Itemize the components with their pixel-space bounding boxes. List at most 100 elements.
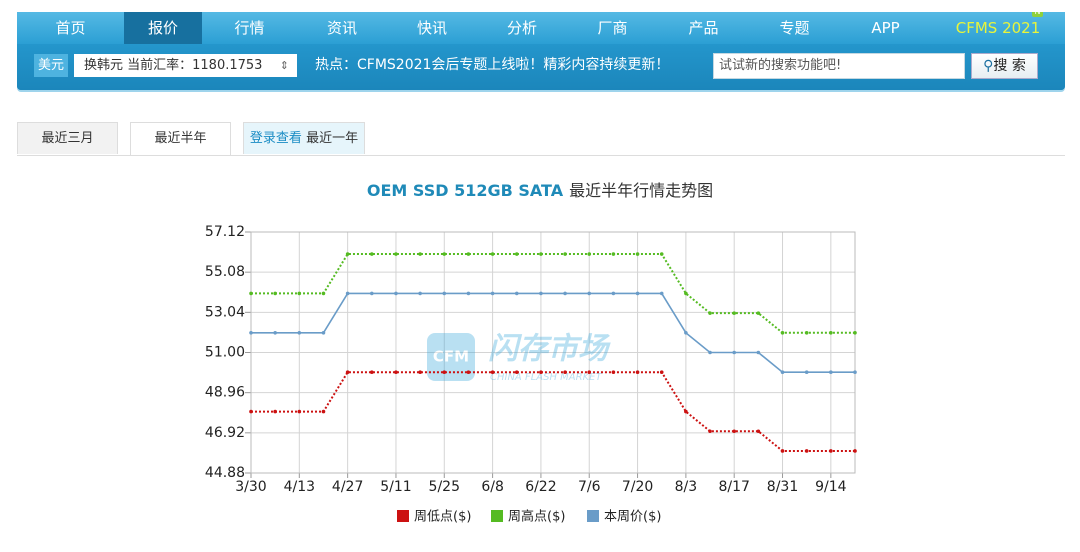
point: [490, 370, 495, 374]
point: [732, 429, 736, 434]
x-tick-label: 6/22: [525, 479, 556, 495]
point: [418, 291, 422, 296]
point: [345, 252, 350, 256]
nav-item[interactable]: 报价: [124, 12, 202, 44]
nav-item[interactable]: 专题: [779, 19, 810, 37]
point: [418, 370, 422, 374]
point: [756, 429, 761, 434]
nav-item[interactable]: 资讯: [326, 19, 357, 37]
point: [611, 291, 616, 296]
point: [587, 370, 592, 374]
point: [804, 370, 809, 374]
watermark: CFM 闪存市场 CHINA FLASH MARKET: [427, 332, 611, 383]
point: [394, 291, 398, 296]
point: [370, 370, 374, 374]
x-tick-label: 5/11: [380, 479, 411, 495]
nav-item[interactable]: 厂商: [597, 19, 628, 37]
point: [321, 291, 326, 296]
point: [611, 252, 616, 256]
series-line: [251, 292, 855, 373]
point: [611, 370, 616, 374]
point: [490, 291, 495, 296]
legend-swatch: [587, 510, 599, 522]
point: [466, 291, 471, 296]
search-button[interactable]: ⚲搜 索: [971, 53, 1038, 79]
point: [563, 291, 567, 296]
point: [635, 252, 640, 256]
nav-item[interactable]: 行情: [234, 19, 265, 37]
login-link[interactable]: 登录查看: [249, 131, 302, 146]
point: [466, 252, 471, 256]
point: [539, 370, 543, 374]
chart-title: OEM SSD 512GB SATA 最近半年行情走势图: [367, 181, 713, 200]
point: [756, 350, 761, 355]
rate-select[interactable]: 换韩元 当前汇率：1180.1753: [74, 54, 297, 77]
y-tick-label: 57.12: [205, 224, 245, 240]
point: [853, 449, 857, 453]
title: OEM SSD 512GB SATA: [367, 181, 564, 200]
point: [829, 331, 833, 335]
subtitle: 最近半年行情走势图: [569, 181, 713, 200]
header: 首页 报价 行情 资讯 快讯 分析 厂商 产品 专题 APP CFMS 2021…: [17, 12, 1065, 90]
tabs: 最近三月 最近半年 登录查看 最近一年: [17, 122, 1065, 156]
nav-item[interactable]: 首页: [55, 19, 86, 37]
point: [442, 370, 447, 374]
series-line: [251, 253, 855, 334]
point: [853, 370, 857, 374]
point: [804, 331, 809, 335]
search-label: 搜 索: [993, 58, 1026, 74]
point: [345, 370, 350, 374]
y-tick-label: 48.96: [205, 385, 245, 401]
point: [708, 429, 712, 434]
y-tick-label: 44.88: [205, 465, 245, 481]
x-tick-label: 7/6: [578, 479, 601, 495]
tab[interactable]: 登录查看 最近一年: [243, 122, 365, 154]
tab[interactable]: 最近半年: [130, 122, 231, 155]
currency: 美元: [34, 54, 68, 77]
point: [442, 252, 447, 256]
search-input[interactable]: 试试新的搜索功能吧!: [713, 53, 965, 79]
nav-item[interactable]: 分析: [506, 19, 537, 37]
point: [394, 370, 398, 374]
nav-item[interactable]: 快讯: [416, 19, 447, 37]
point: [732, 311, 736, 315]
x-tick-label: 3/30: [235, 479, 266, 495]
point: [249, 409, 253, 414]
x-tick-label: 8/31: [767, 479, 798, 495]
legend-label: 本周价($): [604, 510, 661, 525]
point: [659, 291, 664, 296]
point: [249, 291, 253, 296]
watermark-name: 闪存市场: [488, 332, 611, 367]
nav-item[interactable]: CFMS 2021 N: [931, 12, 1065, 44]
legend-label: 周高点($): [508, 509, 565, 525]
point: [273, 331, 277, 335]
point: [297, 409, 302, 414]
point: [273, 291, 277, 296]
point: [684, 409, 688, 414]
point: [659, 370, 664, 374]
x-tick-label: 4/27: [332, 479, 363, 495]
plot-frame: [250, 231, 856, 474]
point: [249, 331, 253, 335]
x-tick-label: 6/8: [481, 479, 504, 495]
point: [780, 370, 785, 374]
tab-label: 最近一年: [306, 131, 359, 146]
search-icon: ⚲: [983, 58, 994, 74]
tab[interactable]: 最近三月: [17, 122, 118, 154]
x-tick-label: 5/25: [429, 479, 460, 495]
point: [587, 291, 592, 296]
x-tick-label: 8/3: [675, 479, 698, 495]
plot: 44.88 46.92 48.96 51.00 53.04 55.08 57.12 3/30 4…: [205, 224, 856, 495]
nav-item[interactable]: APP: [871, 19, 900, 37]
point: [635, 370, 640, 374]
point: [708, 350, 712, 355]
point: [732, 350, 736, 355]
nav-item[interactable]: 产品: [688, 19, 719, 37]
point: [370, 291, 374, 296]
x-tick-label: 4/13: [284, 479, 315, 495]
point: [442, 291, 447, 296]
point: [659, 252, 664, 256]
watermark-english: CHINA FLASH MARKET: [490, 372, 602, 383]
hot-news[interactable]: 热点：CFMS2021会后专题上线啦！精彩内容持续更新！: [315, 57, 670, 73]
